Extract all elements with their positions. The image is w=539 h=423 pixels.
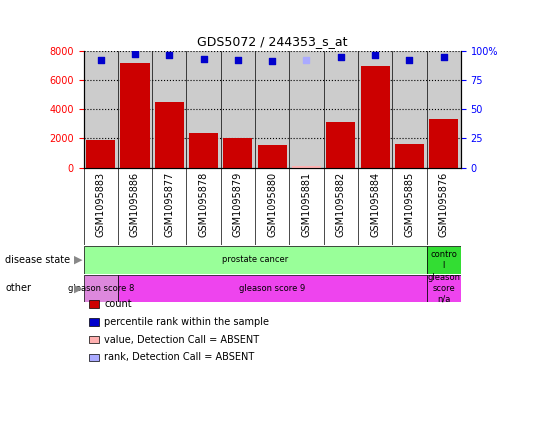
Text: GSM1095881: GSM1095881	[301, 171, 312, 236]
Bar	[292, 166, 321, 168]
Text: GSM1095878: GSM1095878	[198, 171, 209, 236]
Bar	[86, 140, 115, 168]
Bar	[326, 122, 355, 168]
Text: GSM1095884: GSM1095884	[370, 171, 380, 236]
Point	[233, 57, 242, 63]
Bar	[361, 66, 390, 168]
Text: GSM1095885: GSM1095885	[404, 171, 414, 236]
Text: GSM1095886: GSM1095886	[130, 171, 140, 236]
Point	[199, 55, 208, 62]
Text: value, Detection Call = ABSENT: value, Detection Call = ABSENT	[104, 335, 259, 345]
Text: percentile rank within the sample: percentile rank within the sample	[104, 317, 269, 327]
Text: disease state: disease state	[5, 255, 71, 265]
Point	[371, 52, 379, 59]
Text: GSM1095877: GSM1095877	[164, 171, 174, 237]
Bar	[426, 246, 461, 274]
Text: GSM1095882: GSM1095882	[336, 171, 346, 236]
Text: ▶: ▶	[74, 255, 82, 265]
Bar	[426, 275, 461, 302]
Text: contro
l: contro l	[430, 250, 457, 269]
Bar	[155, 102, 184, 168]
Text: gleason score 9: gleason score 9	[239, 284, 305, 293]
Text: other: other	[5, 283, 31, 293]
Point	[336, 53, 345, 60]
Text: GSM1095879: GSM1095879	[233, 171, 243, 236]
Text: prostate cancer: prostate cancer	[222, 255, 288, 264]
Bar	[292, 166, 321, 168]
Text: GSM1095880: GSM1095880	[267, 171, 277, 236]
Point	[268, 58, 277, 65]
Point	[439, 53, 448, 60]
Text: gleason score 8: gleason score 8	[67, 284, 134, 293]
Bar	[84, 275, 118, 302]
Text: rank, Detection Call = ABSENT: rank, Detection Call = ABSENT	[104, 352, 254, 363]
Bar	[118, 275, 426, 302]
Text: GSM1095876: GSM1095876	[439, 171, 448, 236]
Bar	[223, 137, 252, 168]
Point	[96, 57, 105, 63]
Title: GDS5072 / 244353_s_at: GDS5072 / 244353_s_at	[197, 35, 348, 48]
Bar	[189, 133, 218, 168]
Point	[302, 57, 311, 63]
Text: count: count	[104, 299, 132, 309]
Bar	[120, 63, 149, 168]
Text: gleason
score
n/a: gleason score n/a	[427, 273, 460, 303]
Point	[405, 57, 414, 63]
Text: ▶: ▶	[74, 283, 82, 293]
Point	[130, 51, 139, 58]
Text: GSM1095883: GSM1095883	[96, 171, 106, 236]
Bar	[429, 119, 458, 168]
Bar	[395, 144, 424, 168]
Point	[165, 52, 174, 59]
Bar	[258, 145, 287, 168]
